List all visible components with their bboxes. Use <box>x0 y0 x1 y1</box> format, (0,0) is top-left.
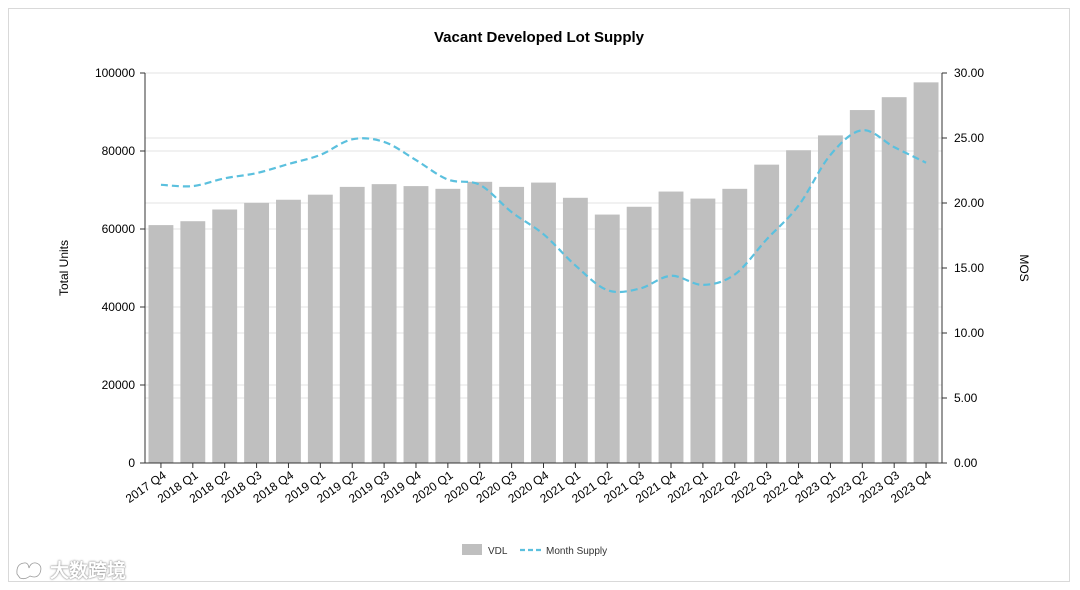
vdl-bar-2023-q1 <box>817 135 843 463</box>
right-tick-label-0: 0.00 <box>954 456 978 470</box>
left-tick-label-4: 80000 <box>102 144 136 158</box>
vdl-bar-2023-q3 <box>881 97 907 464</box>
vdl-bar-2018-q4 <box>276 199 301 463</box>
vdl-bar-2020-q2 <box>467 181 493 463</box>
right-axis-ticks: 0.00 5.00 10.00 15.00 20.00 25.00 30.00 <box>954 66 984 470</box>
month-supply-series <box>160 129 927 294</box>
vdl-bar-2022-q3 <box>754 164 780 463</box>
axes <box>140 72 947 468</box>
chart-title: Vacant Developed Lot Supply <box>434 29 645 46</box>
vdl-bar-2018-q3 <box>244 202 270 463</box>
vdl-bar-2023-q4 <box>913 82 939 464</box>
right-tick-label-6: 30.00 <box>954 66 984 80</box>
vdl-bar-2020-q3 <box>499 186 525 463</box>
vdl-bar-2023-q2 <box>849 110 875 464</box>
left-tick-label-1: 20000 <box>102 378 136 392</box>
legend-vdl-label: VDL <box>488 546 508 557</box>
vdl-bar-2018-q2 <box>212 209 238 463</box>
right-tick-label-1: 5.00 <box>954 391 978 405</box>
legend-month-supply-label: Month Supply <box>546 546 607 557</box>
vdl-bar-2021-q4 <box>658 191 684 463</box>
right-tick-label-3: 15.00 <box>954 261 984 275</box>
vdl-bar-2020-q4 <box>531 182 556 463</box>
vdl-bar-2022-q4 <box>786 150 811 463</box>
vdl-bar-2019-q3 <box>371 184 397 463</box>
left-tick-label-5: 100000 <box>95 66 135 80</box>
legend-vdl-swatch <box>462 544 482 555</box>
vdl-bar-2021-q3 <box>626 206 652 463</box>
left-tick-label-2: 40000 <box>102 300 136 314</box>
vdl-bar-2021-q1 <box>562 197 588 464</box>
right-axis-label: MOS <box>1017 254 1031 281</box>
vdl-bar-2019-q4 <box>403 186 429 463</box>
vdl-bar-2020-q1 <box>435 188 461 463</box>
watermark-text: 大数跨境 <box>50 561 127 582</box>
vdl-bar-2019-q1 <box>307 194 333 463</box>
right-tick-label-5: 25.00 <box>954 131 984 145</box>
vdl-bar-2019-q2 <box>339 186 365 463</box>
left-tick-label-0: 0 <box>128 456 135 470</box>
watermark: 大数跨境 <box>14 556 126 583</box>
right-tick-label-4: 20.00 <box>954 196 984 210</box>
left-axis-ticks: 0 20000 40000 60000 80000 100000 <box>95 66 135 470</box>
watermark-logo-icon <box>15 561 43 580</box>
vdl-bar-2017-q4 <box>148 225 174 463</box>
vdl-bars <box>148 82 939 464</box>
left-tick-label-3: 60000 <box>102 222 136 236</box>
month-supply-line <box>160 129 927 294</box>
vdl-bar-2018-q1 <box>180 221 206 463</box>
left-axis-label: Total Units <box>57 240 71 296</box>
legend: VDL Month Supply <box>462 544 607 557</box>
vdl-bar-2021-q2 <box>594 214 620 463</box>
vdl-bar-2022-q1 <box>690 198 716 463</box>
right-tick-label-2: 10.00 <box>954 326 984 340</box>
vdl-bar-2022-q2 <box>722 188 748 463</box>
